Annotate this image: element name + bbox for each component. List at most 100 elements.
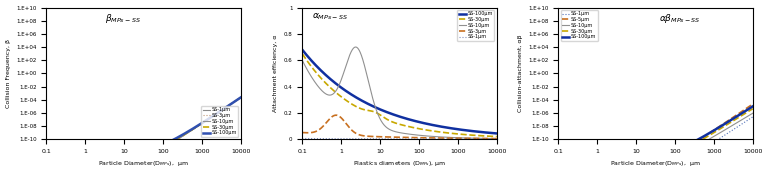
SS-100μm (706, 132, 715, 134)
SS-30μm (449, 133, 458, 135)
SS-30μm (554, 160, 563, 163)
SS-10μm (580, 172, 589, 174)
SS-30μm (175, 136, 184, 138)
SS-10μm (175, 137, 184, 139)
Line: SS-1μm: SS-1μm (558, 117, 753, 174)
SS-10μm (61, 169, 71, 171)
SS-100μm (317, 70, 326, 73)
SS-3μm (432, 137, 441, 139)
SS-10μm (687, 148, 697, 150)
Legend: SS-1μm, SS-3μm, SS-10μm, SS-30μm, SS-100μm: SS-1μm, SS-3μm, SS-10μm, SS-30μm, SS-100… (201, 106, 238, 137)
Legend: SS-1μm, SS-5μm, SS-10μm, SS-30μm, SS-100μm: SS-1μm, SS-5μm, SS-10μm, SS-30μm, SS-100… (561, 10, 598, 41)
Text: $\alpha\beta_{MPs-SS}$: $\alpha\beta_{MPs-SS}$ (660, 11, 701, 25)
SS-10μm (298, 59, 307, 61)
SS-30μm (574, 161, 583, 163)
SS-100μm (194, 125, 203, 127)
SS-1μm (376, 138, 386, 140)
X-axis label: Particle Diameter(D$_{MPs}$),  μm: Particle Diameter(D$_{MPs}$), μm (611, 159, 700, 168)
SS-3μm (383, 136, 392, 138)
Line: SS-1μm: SS-1μm (46, 97, 240, 174)
SS-1μm (197, 123, 207, 125)
SS-10μm (748, 112, 757, 114)
Line: SS-10μm: SS-10μm (558, 113, 753, 173)
SS-30μm (376, 114, 386, 116)
SS-3μm (298, 132, 307, 134)
SS-10μm (492, 138, 502, 140)
SS-10μm (317, 90, 326, 92)
SS-1μm (687, 155, 697, 157)
SS-10μm (554, 170, 563, 172)
SS-30μm (640, 161, 649, 164)
SS-30μm (41, 159, 51, 161)
SS-30μm (298, 53, 307, 55)
SS-10μm (706, 138, 715, 140)
SS-100μm (298, 49, 307, 51)
SS-100μm (197, 122, 206, 124)
SS-5μm (709, 129, 718, 131)
SS-100μm (376, 109, 386, 111)
SS-100μm (61, 147, 71, 149)
SS-100μm (554, 149, 563, 151)
SS-3μm (175, 137, 184, 139)
SS-3μm (331, 114, 340, 116)
Line: SS-10μm: SS-10μm (303, 47, 497, 139)
SS-30μm (121, 157, 130, 159)
SS-10μm (709, 136, 718, 138)
SS-3μm (194, 125, 203, 127)
SS-1μm (194, 125, 203, 127)
SS-10μm (127, 161, 137, 163)
SS-30μm (687, 144, 697, 146)
Line: SS-30μm: SS-30μm (46, 97, 240, 160)
SS-3μm (453, 137, 462, 139)
SS-30μm (383, 119, 392, 121)
Y-axis label: Collision-attachment, αβ: Collision-attachment, αβ (518, 35, 522, 112)
SS-100μm (640, 151, 649, 153)
SS-100μm (709, 130, 718, 132)
SS-1μm (236, 96, 245, 98)
SS-10μm (633, 169, 642, 171)
SS-30μm (197, 122, 207, 125)
Line: SS-30μm: SS-30μm (558, 109, 753, 164)
SS-1μm (706, 144, 715, 146)
SS-30μm (431, 130, 440, 132)
SS-1μm (492, 138, 502, 140)
SS-10μm (197, 123, 207, 125)
SS-1μm (175, 137, 184, 139)
SS-3μm (121, 167, 130, 169)
SS-1μm (449, 138, 458, 140)
SS-10μm (121, 163, 130, 165)
SS-30μm (61, 159, 71, 161)
SS-30μm (492, 136, 502, 138)
SS-30μm (611, 163, 620, 165)
SS-100μm (748, 105, 757, 107)
SS-1μm (127, 164, 137, 167)
SS-100μm (383, 112, 392, 114)
SS-100μm (175, 135, 184, 137)
SS-1μm (453, 138, 462, 140)
Line: SS-10μm: SS-10μm (46, 97, 240, 170)
SS-30μm (236, 96, 245, 98)
SS-10μm (41, 169, 51, 171)
Line: SS-100μm: SS-100μm (558, 106, 753, 152)
Y-axis label: Collision Frequency, β: Collision Frequency, β (5, 39, 11, 108)
SS-1μm (317, 138, 326, 140)
SS-30μm (127, 156, 137, 158)
SS-100μm (121, 147, 130, 149)
SS-100μm (449, 128, 458, 130)
Text: $\beta_{MPs-SS}$: $\beta_{MPs-SS}$ (104, 11, 141, 25)
Line: SS-30μm: SS-30μm (303, 54, 497, 137)
SS-10μm (351, 46, 360, 48)
SS-100μm (574, 149, 583, 151)
SS-30μm (194, 125, 203, 127)
SS-10μm (236, 96, 245, 98)
SS-100μm (431, 125, 440, 127)
Line: SS-100μm: SS-100μm (46, 97, 240, 148)
SS-10μm (574, 172, 583, 174)
SS-10μm (55, 169, 65, 171)
SS-5μm (687, 143, 697, 145)
SS-10μm (453, 137, 462, 139)
SS-30μm (709, 132, 718, 134)
SS-1μm (431, 138, 440, 140)
SS-5μm (748, 103, 757, 105)
SS-10μm (383, 128, 392, 130)
